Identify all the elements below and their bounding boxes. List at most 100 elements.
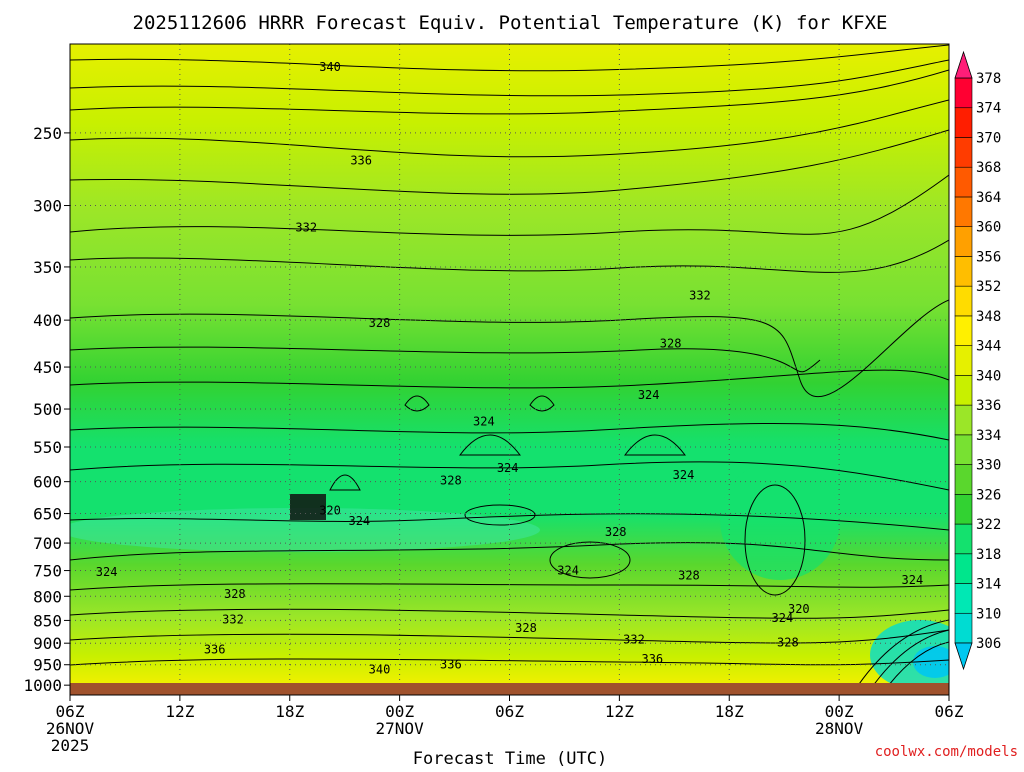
x-axis-label: Forecast Time (UTC) <box>413 749 607 768</box>
colorbar-tick-label: 344 <box>976 339 1001 355</box>
chart-title: 2025112606 HRRR Forecast Equiv. Potentia… <box>133 12 888 34</box>
contour-line <box>329 474 361 491</box>
contour-label: 324 <box>673 468 695 482</box>
y-tick-label: 500 <box>33 400 62 419</box>
x-tick-label: 12Z <box>605 702 634 721</box>
contour-label: 336 <box>204 642 226 656</box>
colorbar-segment <box>954 256 973 287</box>
contour-label: 332 <box>623 633 645 647</box>
colorbar-segment <box>954 137 973 168</box>
x-tick-label: 00Z <box>825 702 854 721</box>
contour-label: 320 <box>788 602 810 616</box>
y-tick-label: 650 <box>33 505 62 524</box>
contour-label: 328 <box>224 587 246 601</box>
colorbar-segment <box>954 77 973 109</box>
x-tick-label: 18Z <box>275 702 304 721</box>
contour-line <box>70 129 949 195</box>
y-tick-label: 400 <box>33 311 62 330</box>
colorbar-tick-label: 314 <box>976 577 1001 593</box>
y-tick-label: 600 <box>33 473 62 492</box>
colorbar-segment <box>954 464 973 495</box>
colorbar-min-arrow <box>954 642 973 671</box>
y-tick-label: 800 <box>33 587 62 606</box>
contour-line <box>854 619 949 691</box>
x-tick-label: 06Z <box>935 702 964 721</box>
contour-label: 332 <box>295 220 317 234</box>
colorbar-tick-label: 352 <box>976 279 1001 295</box>
contour-line <box>70 239 949 273</box>
contour-line <box>404 395 430 412</box>
dense-contour-block <box>290 494 326 520</box>
colorbar-segment <box>954 434 973 465</box>
contour-line <box>70 44 949 72</box>
contour-label: 336 <box>641 652 663 666</box>
x-tick-label: 18Z <box>715 702 744 721</box>
y-tick-label: 450 <box>33 358 62 377</box>
colorbar-segment <box>954 404 973 436</box>
contour-label: 328 <box>515 621 537 635</box>
y-tick-label: 750 <box>33 562 62 581</box>
contour-line <box>884 641 949 691</box>
colorbar-segment <box>954 494 973 525</box>
contour-line <box>70 513 949 531</box>
colorbar: 306 310 314 318 322 326 330 334 336 340 344 348 352 3… <box>954 50 1001 671</box>
contour-lines <box>70 44 949 691</box>
colorbar-segment <box>954 583 973 614</box>
contour-label: 324 <box>772 611 794 625</box>
y-tick-label: 850 <box>33 611 62 630</box>
colorbar-segment <box>954 166 973 198</box>
contour-label: 332 <box>689 288 711 302</box>
colorbar-tick-label: 364 <box>976 190 1001 206</box>
contour-label: 328 <box>369 316 391 330</box>
colorbar-tick-label: 378 <box>976 71 1001 87</box>
contour-line <box>869 629 949 691</box>
contour-label: 336 <box>350 154 372 168</box>
colorbar-tick-label: 310 <box>976 606 1001 622</box>
x-tick-label: 28NOV <box>815 719 864 738</box>
colorbar-tick-label: 356 <box>976 249 1001 265</box>
colorbar-segment <box>954 553 973 584</box>
contour-line <box>70 346 821 373</box>
contour-label: 324 <box>473 415 495 429</box>
y-tick-label: 900 <box>33 634 62 653</box>
contour-line <box>70 658 949 666</box>
colorbar-tick-label: 360 <box>976 220 1001 236</box>
colorbar-tick-label: 336 <box>976 398 1001 414</box>
y-tick-label: 300 <box>33 197 62 216</box>
ground-surface <box>70 683 949 695</box>
x-tick-label: 00Z <box>385 702 414 721</box>
contour-label: 324 <box>557 564 579 578</box>
contour-line <box>70 59 949 97</box>
contour-label: 328 <box>678 568 700 582</box>
contour-line <box>70 629 949 644</box>
colorbar-tick-label: 306 <box>976 636 1001 652</box>
colorbar-tick-label: 340 <box>976 368 1001 384</box>
x-tick-label: 26NOV <box>46 719 95 738</box>
contour-line <box>549 541 631 579</box>
contour-label: 324 <box>497 461 519 475</box>
contour-label: 328 <box>660 336 682 350</box>
contour-label: 324 <box>348 514 370 528</box>
colorbar-segment <box>954 196 973 227</box>
contour-line <box>70 542 949 561</box>
colorbar-tick-label: 374 <box>976 101 1001 117</box>
colorbar-segment <box>954 345 973 376</box>
contour-line <box>70 99 949 158</box>
contour-line <box>70 69 949 115</box>
contour-line <box>70 461 949 491</box>
x-tick-label: 06Z <box>56 702 85 721</box>
x-tick-label: 06Z <box>495 702 524 721</box>
contour-label: 336 <box>440 658 462 672</box>
contour-label: 324 <box>96 565 118 579</box>
contour-line <box>70 583 949 591</box>
contour-label: 324 <box>902 573 924 587</box>
y-tick-label: 1000 <box>23 676 62 695</box>
x-tick-label: 12Z <box>165 702 194 721</box>
colorbar-segment <box>954 523 973 555</box>
colorbar-max-arrow <box>954 50 973 79</box>
colorbar-tick-label: 330 <box>976 458 1001 474</box>
